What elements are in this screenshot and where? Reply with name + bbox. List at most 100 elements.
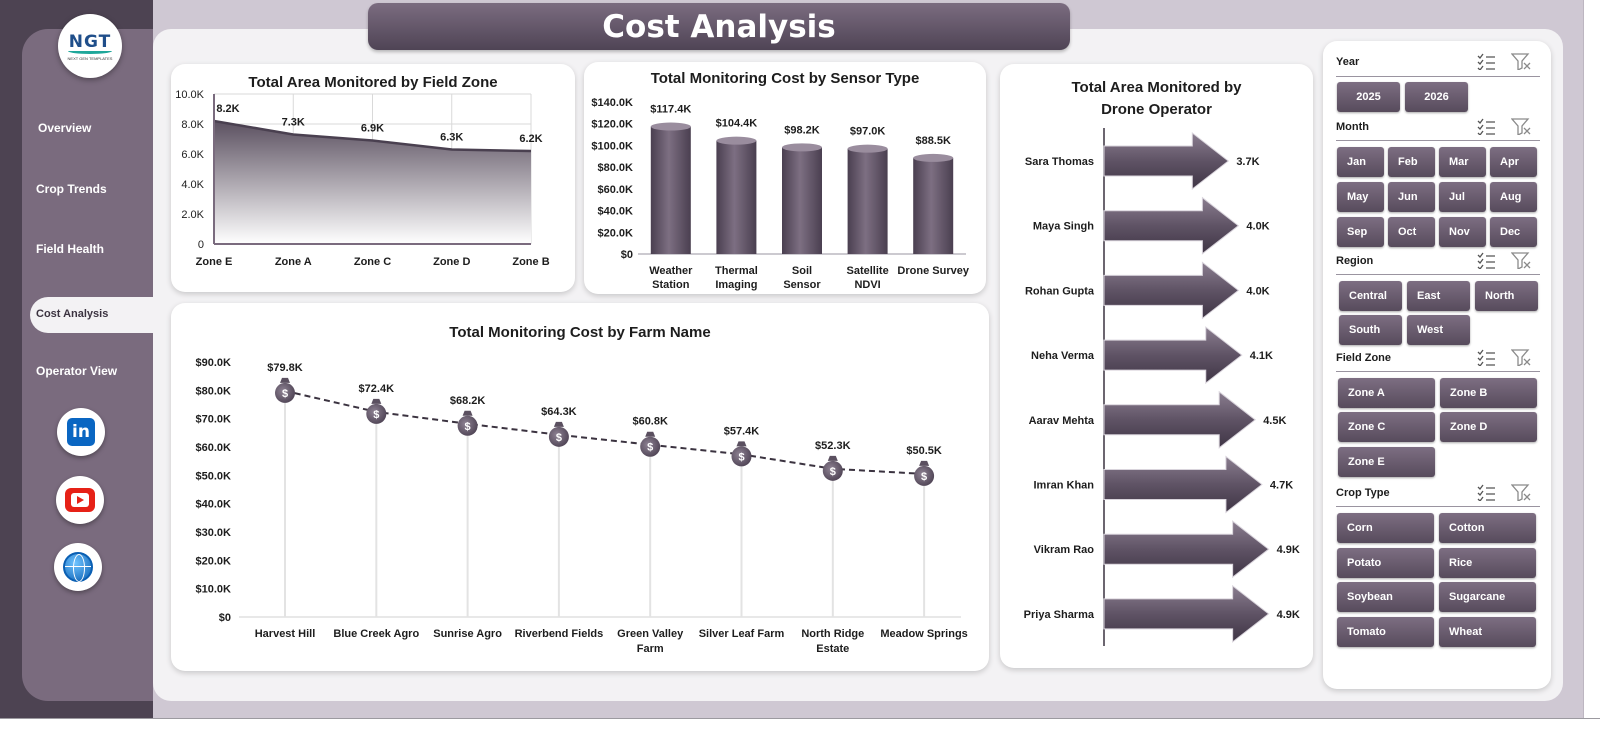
linkedin-button[interactable]: in bbox=[57, 408, 105, 456]
slicer-month-dec[interactable]: Dec bbox=[1490, 217, 1537, 247]
slicer-crop-rice[interactable]: Rice bbox=[1439, 548, 1536, 578]
slicer-crop-soybean[interactable]: Soybean bbox=[1337, 582, 1434, 612]
multi-select-icon[interactable] bbox=[1476, 52, 1496, 70]
nav-item-field-health[interactable]: Field Health bbox=[36, 242, 105, 256]
chart-card-area-by-operator: Total Area Monitored by Drone Operator S… bbox=[1000, 64, 1313, 668]
slicer-month-mar[interactable]: Mar bbox=[1439, 147, 1486, 177]
slicer-crop-cotton[interactable]: Cotton bbox=[1439, 513, 1536, 543]
money-bag-icon: $ bbox=[548, 421, 569, 447]
clear-filter-icon[interactable] bbox=[1511, 483, 1531, 501]
nav-item-cost-analysis[interactable]: Cost Analysis bbox=[30, 297, 153, 333]
data-label: 4.9K bbox=[1277, 544, 1300, 556]
slicer-crop-potato[interactable]: Potato bbox=[1337, 548, 1434, 578]
website-button[interactable] bbox=[54, 543, 102, 591]
y-tick-label: $80.0K bbox=[196, 385, 232, 397]
x-tick-label: Sensor bbox=[783, 279, 821, 291]
arrow-bar bbox=[1103, 455, 1263, 514]
clear-filter-icon[interactable] bbox=[1511, 348, 1531, 366]
slicer-month-jan[interactable]: Jan bbox=[1337, 147, 1384, 177]
slicer-region-west[interactable]: West bbox=[1407, 315, 1470, 345]
slicer-zone-e[interactable]: Zone E bbox=[1338, 447, 1435, 477]
money-bag-icon: $ bbox=[914, 460, 935, 486]
chart-title: Total Area Monitored by Field Zone bbox=[248, 74, 498, 91]
clear-filter-icon[interactable] bbox=[1511, 117, 1531, 135]
y-tick-label: 2.0K bbox=[181, 209, 204, 221]
data-label: $104.4K bbox=[716, 118, 758, 130]
slicer-rule bbox=[1336, 140, 1540, 141]
data-label: $68.2K bbox=[450, 395, 486, 407]
chart-card-area-by-zone: Total Area Monitored by Field Zone 0 2.0K… bbox=[171, 64, 575, 292]
multi-select-icon[interactable] bbox=[1476, 348, 1496, 366]
area-chart: 0 2.0K 4.0K 6.0K 8.0K 10.0K Zone E Zone A Zone C… bbox=[175, 89, 549, 268]
data-label: 8.2K bbox=[216, 103, 239, 115]
slicer-zone-c[interactable]: Zone C bbox=[1338, 412, 1435, 442]
slicer-crop-corn[interactable]: Corn bbox=[1337, 513, 1434, 543]
svg-text:$: $ bbox=[738, 451, 744, 463]
page-title-bar: Cost Analysis bbox=[368, 3, 1070, 50]
multi-select-icon[interactable] bbox=[1476, 483, 1496, 501]
area-line bbox=[213, 119, 532, 153]
slicer-month-may[interactable]: May bbox=[1337, 182, 1384, 212]
data-label: $57.4K bbox=[724, 425, 760, 437]
slicer-month-jul[interactable]: Jul bbox=[1439, 182, 1486, 212]
multi-select-icon[interactable] bbox=[1476, 251, 1496, 269]
slicer-region-south[interactable]: South bbox=[1339, 315, 1402, 345]
slicer-year-2025[interactable]: 2025 bbox=[1337, 82, 1400, 112]
slicer-region-north[interactable]: North bbox=[1475, 281, 1538, 311]
x-tick-label: Imaging bbox=[715, 279, 757, 291]
clear-filter-icon[interactable] bbox=[1511, 52, 1531, 70]
clear-filter-icon[interactable] bbox=[1511, 251, 1531, 269]
svg-text:$: $ bbox=[556, 432, 562, 444]
slicer-month-nov[interactable]: Nov bbox=[1439, 217, 1486, 247]
youtube-button[interactable] bbox=[56, 476, 104, 524]
data-label: 4.5K bbox=[1263, 415, 1286, 427]
data-label: 6.9K bbox=[361, 123, 384, 135]
slicer-month-apr[interactable]: Apr bbox=[1490, 147, 1537, 177]
y-tick-label: $40.0K bbox=[196, 499, 232, 511]
bottom-strip bbox=[0, 718, 1600, 741]
slicer-region-central[interactable]: Central bbox=[1339, 281, 1402, 311]
slicer-zone-b[interactable]: Zone B bbox=[1440, 378, 1537, 408]
arrow-bar bbox=[1103, 196, 1240, 255]
slicer-zone-a[interactable]: Zone A bbox=[1338, 378, 1435, 408]
slicer-month-oct[interactable]: Oct bbox=[1388, 217, 1435, 247]
slicer-title-crop-type: Crop Type bbox=[1336, 487, 1390, 499]
x-tick-label: Drone Survey bbox=[897, 265, 969, 277]
nav-item-overview[interactable]: Overview bbox=[38, 121, 92, 135]
slicer-crop-sugarcane[interactable]: Sugarcane bbox=[1439, 582, 1536, 612]
youtube-icon bbox=[65, 488, 95, 512]
y-tick-label: $40.0K bbox=[598, 206, 634, 218]
data-label: $88.5K bbox=[915, 135, 951, 147]
multi-select-icon[interactable] bbox=[1476, 117, 1496, 135]
y-tick-label: 4.0K bbox=[181, 179, 204, 191]
data-label: $60.8K bbox=[632, 416, 668, 428]
x-tick-label: Thermal bbox=[715, 265, 758, 277]
y-tick-label: Priya Sharma bbox=[1024, 609, 1095, 621]
x-tick-label: Harvest Hill bbox=[255, 628, 316, 640]
money-bag-icon: $ bbox=[275, 377, 295, 403]
slicer-region-east[interactable]: East bbox=[1407, 281, 1470, 311]
y-tick-label: Sara Thomas bbox=[1025, 156, 1094, 168]
slicer-month-aug[interactable]: Aug bbox=[1490, 182, 1537, 212]
slicer-month-sep[interactable]: Sep bbox=[1337, 217, 1384, 247]
brand-logo[interactable]: NGT NEXT GEN TEMPLATES bbox=[58, 14, 122, 78]
slicer-month-feb[interactable]: Feb bbox=[1388, 147, 1435, 177]
slicer-title-field-zone: Field Zone bbox=[1336, 352, 1391, 364]
x-tick-label: Meadow Springs bbox=[880, 628, 967, 640]
slicer-rule bbox=[1336, 371, 1540, 372]
slicer-month-jun[interactable]: Jun bbox=[1388, 182, 1435, 212]
slicer-crop-tomato[interactable]: Tomato bbox=[1337, 617, 1434, 647]
y-tick-label: $0 bbox=[621, 249, 633, 261]
y-tick-label: 10.0K bbox=[175, 89, 204, 101]
x-tick-label: Weather bbox=[649, 265, 693, 277]
slicer-year-2026[interactable]: 2026 bbox=[1405, 82, 1468, 112]
data-label: 4.0K bbox=[1246, 285, 1269, 297]
data-label: $117.4K bbox=[650, 104, 691, 116]
slicer-zone-d[interactable]: Zone D bbox=[1440, 412, 1537, 442]
area-fill bbox=[214, 121, 531, 244]
nav-item-crop-trends[interactable]: Crop Trends bbox=[36, 182, 107, 196]
slicer-crop-wheat[interactable]: Wheat bbox=[1439, 617, 1536, 647]
y-tick-label: $90.0K bbox=[196, 357, 232, 369]
bar-cap bbox=[716, 136, 757, 145]
nav-item-operator-view[interactable]: Operator View bbox=[36, 364, 118, 378]
